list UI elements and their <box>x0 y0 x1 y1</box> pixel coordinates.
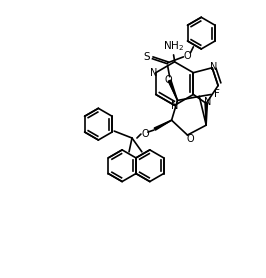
Text: N: N <box>203 97 211 107</box>
Text: O: O <box>186 134 194 144</box>
Text: O: O <box>165 75 172 85</box>
Polygon shape <box>154 120 172 130</box>
Text: N: N <box>171 101 178 111</box>
Text: O: O <box>184 51 191 61</box>
Text: F: F <box>214 90 220 100</box>
Text: N: N <box>210 62 218 72</box>
Polygon shape <box>205 103 207 125</box>
Polygon shape <box>168 80 177 100</box>
Text: N: N <box>150 68 157 78</box>
Text: NH$_2$: NH$_2$ <box>163 39 184 53</box>
Text: S: S <box>144 52 150 62</box>
Text: O: O <box>141 129 149 139</box>
